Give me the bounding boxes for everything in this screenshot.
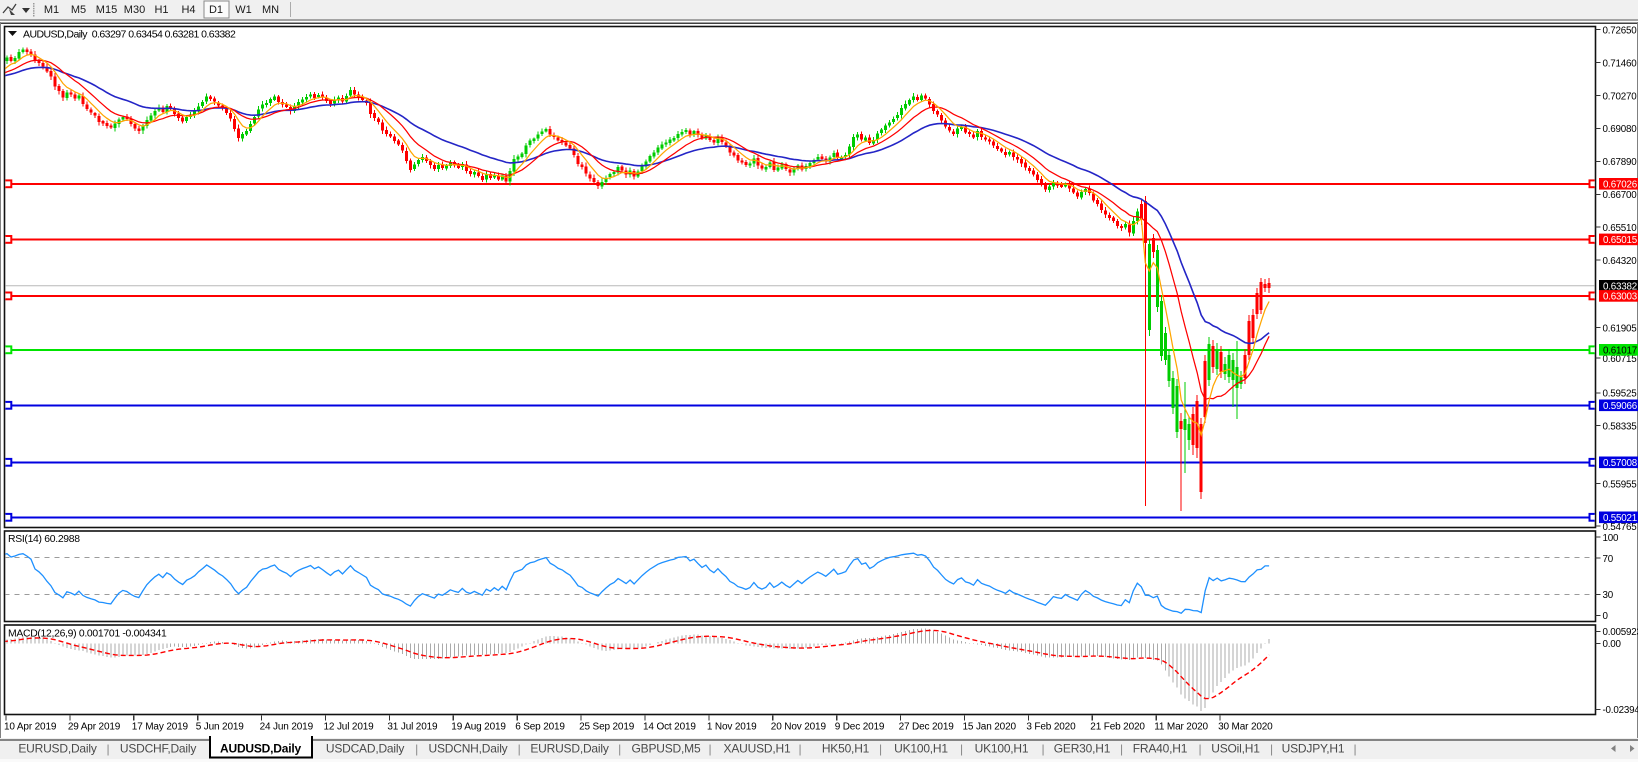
svg-text:0.55955: 0.55955 bbox=[1603, 479, 1638, 490]
svg-text:|: | bbox=[1270, 742, 1273, 756]
svg-text:H4: H4 bbox=[181, 4, 195, 16]
svg-text:0.63003: 0.63003 bbox=[1603, 292, 1638, 303]
svg-text:6 Sep 2019: 6 Sep 2019 bbox=[515, 722, 565, 733]
svg-text:EURUSD,Daily: EURUSD,Daily bbox=[18, 742, 96, 756]
svg-text:12 Jul 2019: 12 Jul 2019 bbox=[324, 722, 375, 733]
svg-text:W1: W1 bbox=[235, 4, 252, 16]
svg-text:USDJPY,H1: USDJPY,H1 bbox=[1282, 742, 1345, 756]
svg-text:MACD(12,26,9) 0.001701 -0.0043: MACD(12,26,9) 0.001701 -0.004341 bbox=[8, 629, 167, 640]
svg-text:0.55021: 0.55021 bbox=[1603, 513, 1637, 524]
svg-text:|: | bbox=[1353, 742, 1356, 756]
svg-text:USOil,H1: USOil,H1 bbox=[1211, 742, 1260, 756]
svg-text:USDCAD,Daily: USDCAD,Daily bbox=[326, 742, 404, 756]
svg-text:0.60715: 0.60715 bbox=[1603, 354, 1638, 365]
svg-text:24 Jun 2019: 24 Jun 2019 bbox=[260, 722, 314, 733]
svg-text:0.70270: 0.70270 bbox=[1603, 91, 1638, 102]
svg-text:|: | bbox=[618, 742, 621, 756]
svg-text:H1: H1 bbox=[154, 4, 168, 16]
svg-text:FRA40,H1: FRA40,H1 bbox=[1133, 742, 1188, 756]
svg-text:0.63382: 0.63382 bbox=[1603, 282, 1637, 293]
svg-text:|: | bbox=[415, 742, 418, 756]
svg-text:|: | bbox=[1041, 742, 1044, 756]
svg-text:M15: M15 bbox=[96, 4, 117, 16]
svg-text:UK100,H1: UK100,H1 bbox=[894, 742, 948, 756]
svg-text:9 Dec 2019: 9 Dec 2019 bbox=[835, 722, 885, 733]
svg-text:1 Nov 2019: 1 Nov 2019 bbox=[707, 722, 757, 733]
svg-text:MN: MN bbox=[262, 4, 279, 16]
svg-text:0.67890: 0.67890 bbox=[1603, 157, 1638, 168]
svg-text:|: | bbox=[708, 742, 711, 756]
svg-text:0.54765: 0.54765 bbox=[1603, 522, 1638, 533]
svg-text:31 Jul 2019: 31 Jul 2019 bbox=[387, 722, 438, 733]
svg-text:GBPUSD,M5: GBPUSD,M5 bbox=[632, 742, 701, 756]
svg-text:3 Feb 2020: 3 Feb 2020 bbox=[1026, 722, 1076, 733]
svg-text:UK100,H1: UK100,H1 bbox=[975, 742, 1029, 756]
svg-text:AUDUSD,Daily: AUDUSD,Daily bbox=[220, 742, 301, 756]
svg-text:AUDUSD,Daily 0.63297 0.63454: AUDUSD,Daily 0.63297 0.63454 0.63281 0.6… bbox=[23, 29, 236, 41]
svg-text:0.005923: 0.005923 bbox=[1603, 627, 1638, 638]
svg-text:D1: D1 bbox=[209, 4, 223, 16]
svg-text:30 Mar 2020: 30 Mar 2020 bbox=[1218, 722, 1273, 733]
svg-text:0.67026: 0.67026 bbox=[1603, 180, 1638, 191]
svg-text:10 Apr 2019: 10 Apr 2019 bbox=[4, 722, 57, 733]
svg-text:0.58335: 0.58335 bbox=[1603, 421, 1638, 432]
svg-text:5 Jun 2019: 5 Jun 2019 bbox=[196, 722, 245, 733]
svg-text:XAUUSD,H1: XAUUSD,H1 bbox=[724, 742, 791, 756]
svg-text:|: | bbox=[518, 742, 521, 756]
svg-text:-0.023944: -0.023944 bbox=[1603, 705, 1638, 716]
svg-text:|: | bbox=[106, 742, 109, 756]
svg-text:27 Dec 2019: 27 Dec 2019 bbox=[899, 722, 955, 733]
svg-text:USDCNH,Daily: USDCNH,Daily bbox=[429, 742, 508, 756]
svg-text:25 Sep 2019: 25 Sep 2019 bbox=[579, 722, 635, 733]
svg-text:19 Aug 2019: 19 Aug 2019 bbox=[451, 722, 506, 733]
svg-text:USDCHF,Daily: USDCHF,Daily bbox=[120, 742, 196, 756]
svg-text:M30: M30 bbox=[124, 4, 145, 16]
svg-text:0.69080: 0.69080 bbox=[1603, 124, 1638, 135]
svg-text:0.64320: 0.64320 bbox=[1603, 256, 1638, 267]
svg-text:0.57008: 0.57008 bbox=[1603, 458, 1638, 469]
svg-text:100: 100 bbox=[1603, 533, 1619, 544]
svg-text:30: 30 bbox=[1603, 590, 1614, 601]
svg-text:|: | bbox=[798, 742, 801, 756]
svg-text:0.65510: 0.65510 bbox=[1603, 223, 1638, 234]
svg-text:M5: M5 bbox=[71, 4, 86, 16]
svg-text:0.72650: 0.72650 bbox=[1603, 26, 1638, 37]
svg-text:11 Mar 2020: 11 Mar 2020 bbox=[1154, 722, 1208, 733]
svg-text:0: 0 bbox=[1603, 611, 1609, 622]
svg-text:|: | bbox=[1198, 742, 1201, 756]
svg-text:20 Nov 2019: 20 Nov 2019 bbox=[771, 722, 827, 733]
svg-text:0.71460: 0.71460 bbox=[1603, 58, 1638, 69]
svg-text:0.61017: 0.61017 bbox=[1603, 346, 1637, 357]
svg-text:HK50,H1: HK50,H1 bbox=[822, 742, 870, 756]
svg-text:0.66700: 0.66700 bbox=[1603, 190, 1638, 201]
svg-text:0.65015: 0.65015 bbox=[1603, 235, 1638, 246]
svg-text:29 Apr 2019: 29 Apr 2019 bbox=[68, 722, 121, 733]
svg-text:RSI(14) 60.2988: RSI(14) 60.2988 bbox=[8, 534, 80, 545]
svg-text:|: | bbox=[960, 742, 963, 756]
svg-text:GER30,H1: GER30,H1 bbox=[1054, 742, 1111, 756]
svg-text:15 Jan 2020: 15 Jan 2020 bbox=[963, 722, 1017, 733]
svg-text:0.59066: 0.59066 bbox=[1603, 401, 1638, 412]
svg-text:M1: M1 bbox=[44, 4, 59, 16]
svg-text:EURUSD,Daily: EURUSD,Daily bbox=[530, 742, 608, 756]
svg-text:70: 70 bbox=[1603, 554, 1614, 565]
svg-text:|: | bbox=[879, 742, 882, 756]
svg-text:14 Oct 2019: 14 Oct 2019 bbox=[643, 722, 696, 733]
svg-text:17 May 2019: 17 May 2019 bbox=[132, 722, 189, 733]
svg-text:0.61905: 0.61905 bbox=[1603, 323, 1638, 334]
svg-text:21 Feb 2020: 21 Feb 2020 bbox=[1090, 722, 1145, 733]
svg-text:0.59525: 0.59525 bbox=[1603, 389, 1638, 400]
svg-text:0.00: 0.00 bbox=[1603, 639, 1622, 650]
svg-text:|: | bbox=[1120, 742, 1123, 756]
